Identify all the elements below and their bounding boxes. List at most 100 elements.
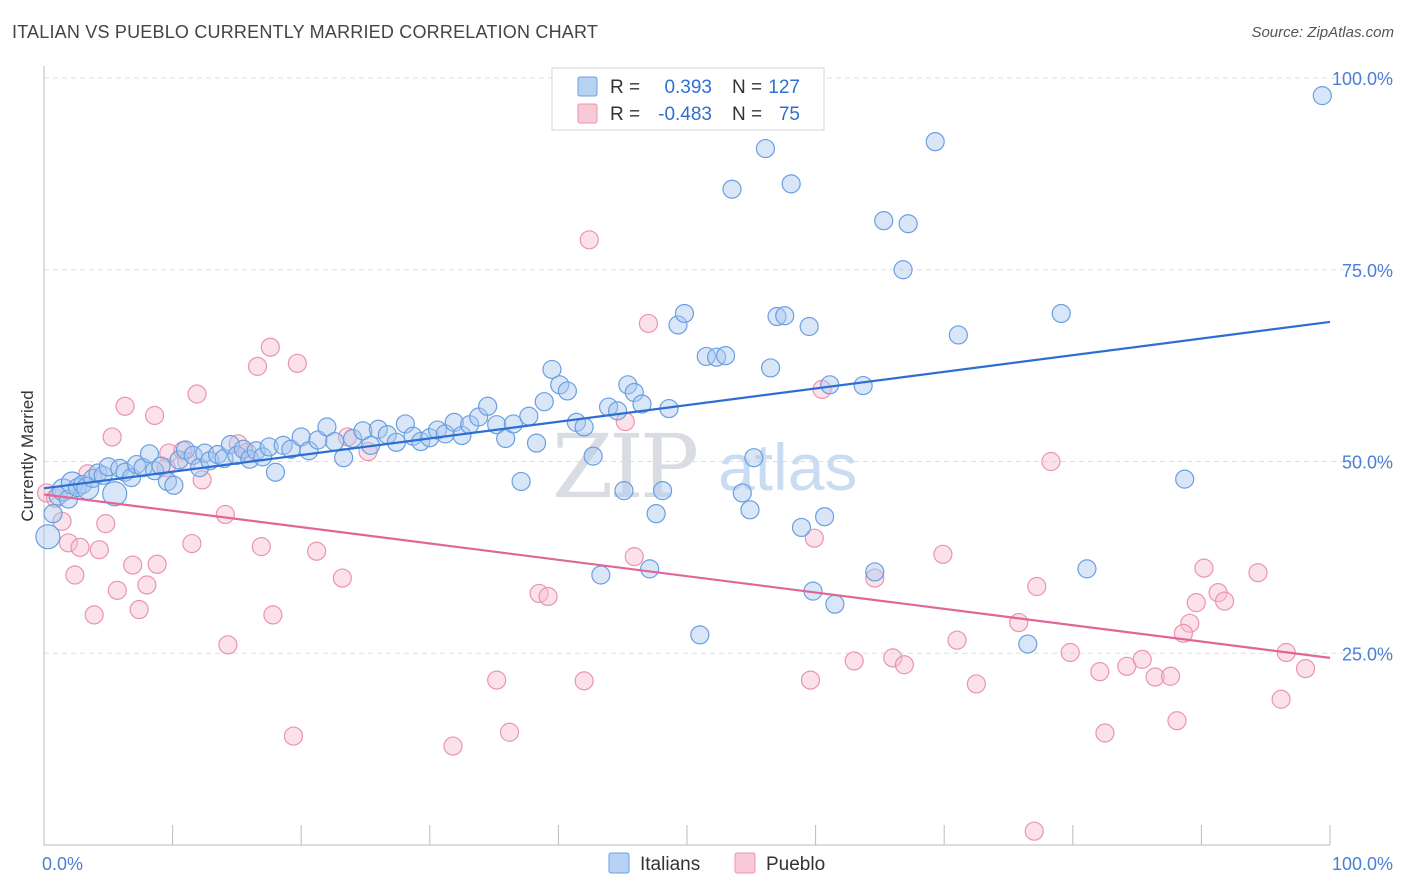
italian-point bbox=[325, 431, 345, 452]
pueblo-points bbox=[36, 230, 1316, 841]
italian-point bbox=[220, 435, 241, 455]
pueblo-point bbox=[1194, 558, 1214, 578]
pueblo-point bbox=[107, 580, 127, 600]
pueblo-point bbox=[1009, 612, 1029, 633]
italian-point bbox=[690, 625, 710, 645]
pueblo-r-label: R = bbox=[610, 104, 640, 125]
pueblo-point bbox=[283, 726, 304, 746]
pueblo-point bbox=[137, 575, 157, 595]
italian-point bbox=[102, 481, 128, 507]
pueblo-point bbox=[192, 470, 212, 490]
pueblo-point bbox=[102, 427, 122, 447]
pueblo-trend-line bbox=[43, 493, 1331, 659]
italian-point bbox=[169, 450, 189, 470]
pueblo-point bbox=[579, 230, 599, 250]
x-tick-label: 100.0% bbox=[1332, 854, 1393, 874]
italian-point bbox=[893, 260, 913, 280]
pueblo-point bbox=[260, 337, 280, 357]
italians-trend-line bbox=[43, 320, 1331, 490]
pueblo-point bbox=[1090, 662, 1110, 682]
italian-point bbox=[550, 375, 570, 395]
italian-point bbox=[674, 303, 695, 324]
pueblo-point bbox=[287, 353, 307, 373]
italian-point bbox=[614, 481, 634, 501]
pueblo-point bbox=[215, 504, 235, 525]
pueblo-point bbox=[263, 605, 283, 625]
italian-point bbox=[478, 396, 498, 416]
italian-point bbox=[755, 138, 776, 159]
pueblo-n-label: N = bbox=[732, 104, 762, 125]
pueblo-point bbox=[1295, 658, 1316, 679]
pueblo-point bbox=[1024, 821, 1044, 841]
italian-point bbox=[265, 462, 286, 482]
pueblo-point bbox=[933, 544, 953, 564]
pueblo-point bbox=[638, 313, 659, 334]
italian-point bbox=[534, 392, 554, 412]
pueblo-point bbox=[332, 568, 352, 588]
pueblo-point bbox=[947, 630, 967, 650]
pueblo-point bbox=[58, 533, 79, 553]
pueblo-point bbox=[804, 528, 824, 548]
italian-point bbox=[1077, 559, 1097, 579]
pueblo-point bbox=[96, 514, 116, 534]
italian-point bbox=[632, 394, 652, 414]
italian-point bbox=[1175, 469, 1195, 489]
chart-title: ITALIAN VS PUEBLO CURRENTLY MARRIED CORR… bbox=[12, 22, 599, 42]
italian-point bbox=[624, 382, 644, 403]
italian-point bbox=[574, 417, 594, 437]
italian-point bbox=[799, 316, 819, 337]
pueblo-point bbox=[65, 565, 85, 585]
italians-legend-swatch bbox=[577, 76, 598, 97]
italian-point bbox=[646, 504, 666, 524]
pueblo-point bbox=[883, 648, 903, 668]
pueblo-point bbox=[1145, 667, 1165, 687]
grid-lines bbox=[44, 77, 1394, 654]
italian-point bbox=[542, 359, 562, 380]
italians-points bbox=[35, 86, 1332, 654]
pueblo-point bbox=[1095, 723, 1115, 743]
italian-point bbox=[395, 414, 415, 434]
stats-legend: R = 0.393 N = 127 R = -0.483 N = 75 bbox=[551, 67, 825, 131]
pueblo-point bbox=[123, 555, 143, 575]
y-tick-label: 25.0% bbox=[1342, 644, 1393, 664]
italian-point bbox=[35, 524, 61, 550]
italians-bottom-swatch bbox=[608, 852, 630, 874]
italian-point bbox=[815, 507, 835, 527]
italian-point bbox=[259, 437, 279, 457]
italian-point bbox=[1051, 303, 1071, 324]
italian-point bbox=[781, 174, 801, 194]
pueblo-point bbox=[1271, 689, 1291, 709]
italian-point bbox=[732, 483, 752, 503]
italian-point bbox=[775, 306, 795, 326]
y-tick-labels: 25.0% 50.0% 75.0% 100.0% bbox=[1332, 69, 1393, 664]
italian-point bbox=[853, 375, 873, 396]
pueblo-point bbox=[1132, 649, 1152, 669]
y-tick-label: 75.0% bbox=[1342, 261, 1393, 281]
pueblo-point bbox=[187, 384, 207, 404]
italian-point bbox=[557, 381, 578, 401]
pueblo-point bbox=[1248, 563, 1268, 583]
watermark-atlas: atlas bbox=[718, 430, 857, 504]
pueblo-point bbox=[70, 537, 90, 558]
italian-point bbox=[865, 562, 885, 582]
italian-point bbox=[744, 448, 764, 468]
italian-point bbox=[43, 504, 63, 524]
italian-point bbox=[825, 594, 845, 614]
x-tick-label: 0.0% bbox=[42, 854, 83, 874]
pueblo-point bbox=[1167, 711, 1187, 731]
pueblo-r-value: -0.483 bbox=[658, 104, 712, 125]
pueblo-bottom-swatch bbox=[734, 852, 756, 874]
italian-point bbox=[1018, 634, 1038, 654]
pueblo-point bbox=[1214, 591, 1235, 611]
italian-point bbox=[583, 446, 603, 466]
y-tick-label: 100.0% bbox=[1332, 69, 1393, 89]
pueblo-point bbox=[144, 405, 165, 426]
y-axis-label: Currently Married bbox=[18, 390, 37, 521]
pueblo-point bbox=[1186, 593, 1206, 613]
pueblo-point bbox=[84, 605, 104, 625]
italians-r-label: R = bbox=[610, 77, 640, 98]
watermark: ZIP atlas bbox=[552, 415, 857, 518]
pueblo-point bbox=[1180, 613, 1200, 633]
pueblo-point bbox=[894, 655, 914, 675]
